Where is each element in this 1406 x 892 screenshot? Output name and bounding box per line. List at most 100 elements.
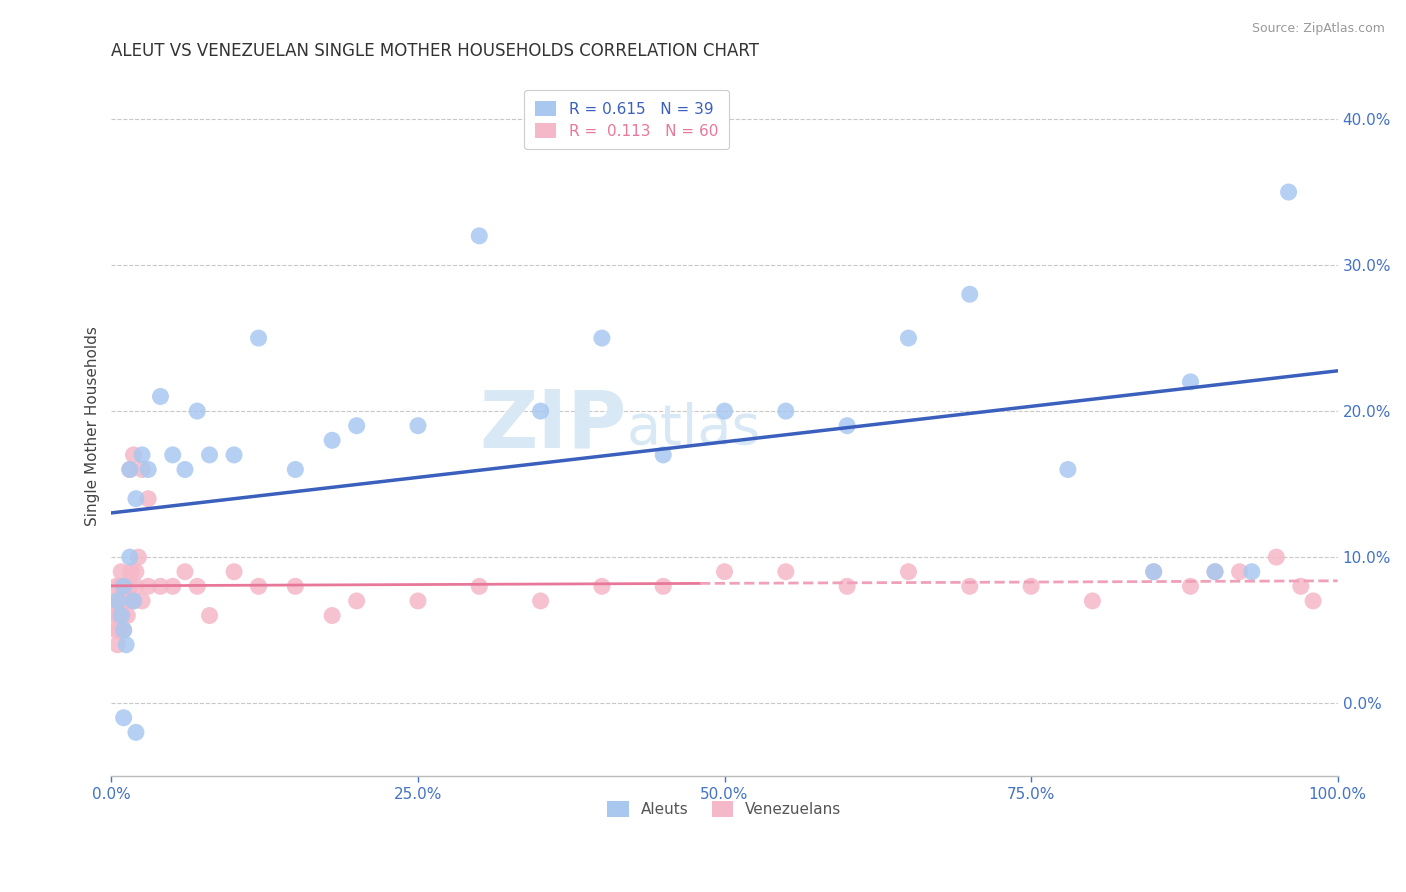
Point	[897, 331, 920, 345]
Point	[591, 579, 613, 593]
Point	[107, 608, 129, 623]
Point	[104, 608, 127, 623]
Point	[105, 623, 128, 637]
Point	[1143, 565, 1166, 579]
Point	[713, 565, 735, 579]
Point	[118, 579, 141, 593]
Point	[1289, 579, 1312, 593]
Point	[108, 579, 131, 593]
Point	[1081, 594, 1104, 608]
Point	[136, 491, 159, 506]
Point	[529, 404, 551, 418]
Point	[284, 579, 307, 593]
Point	[118, 462, 141, 476]
Point	[110, 565, 132, 579]
Point	[112, 579, 135, 593]
Text: ALEUT VS VENEZUELAN SINGLE MOTHER HOUSEHOLDS CORRELATION CHART: ALEUT VS VENEZUELAN SINGLE MOTHER HOUSEH…	[111, 42, 759, 60]
Y-axis label: Single Mother Households: Single Mother Households	[86, 326, 100, 525]
Point	[122, 594, 145, 608]
Point	[105, 579, 128, 593]
Point	[115, 594, 138, 608]
Point	[1277, 185, 1299, 199]
Point	[122, 594, 145, 608]
Point	[136, 462, 159, 476]
Point	[186, 404, 208, 418]
Point	[103, 594, 125, 608]
Point	[125, 579, 148, 593]
Point	[110, 594, 132, 608]
Point	[897, 565, 920, 579]
Point	[112, 623, 135, 637]
Point	[1240, 565, 1263, 579]
Point	[112, 623, 135, 637]
Point	[247, 579, 270, 593]
Point	[775, 565, 797, 579]
Point	[652, 448, 675, 462]
Point	[111, 608, 134, 623]
Point	[468, 579, 491, 593]
Point	[468, 228, 491, 243]
Point	[959, 287, 981, 301]
Point	[108, 608, 131, 623]
Point	[1204, 565, 1226, 579]
Point	[131, 594, 153, 608]
Point	[174, 462, 197, 476]
Point	[713, 404, 735, 418]
Point	[346, 418, 368, 433]
Point	[149, 579, 172, 593]
Point	[1180, 375, 1202, 389]
Point	[321, 434, 343, 448]
Legend: Aleuts, Venezuelans: Aleuts, Venezuelans	[600, 793, 849, 824]
Point	[125, 491, 148, 506]
Point	[406, 594, 429, 608]
Point	[222, 448, 245, 462]
Point	[118, 550, 141, 565]
Point	[529, 594, 551, 608]
Point	[1143, 565, 1166, 579]
Point	[131, 462, 153, 476]
Point	[125, 725, 148, 739]
Point	[162, 448, 184, 462]
Point	[112, 594, 135, 608]
Point	[107, 594, 129, 608]
Point	[1057, 462, 1080, 476]
Point	[118, 462, 141, 476]
Point	[127, 550, 149, 565]
Point	[247, 331, 270, 345]
Point	[174, 565, 197, 579]
Point	[1180, 579, 1202, 593]
Point	[1019, 579, 1042, 593]
Point	[652, 579, 675, 593]
Point	[1302, 594, 1324, 608]
Point	[120, 565, 142, 579]
Point	[125, 565, 148, 579]
Point	[1204, 565, 1226, 579]
Point	[122, 448, 145, 462]
Point	[591, 331, 613, 345]
Point	[115, 579, 138, 593]
Point	[837, 579, 859, 593]
Point	[117, 608, 139, 623]
Point	[110, 608, 132, 623]
Point	[837, 418, 859, 433]
Point	[1229, 565, 1251, 579]
Point	[222, 565, 245, 579]
Point	[198, 608, 221, 623]
Point	[198, 448, 221, 462]
Point	[1265, 550, 1288, 565]
Point	[115, 638, 138, 652]
Text: atlas: atlas	[627, 402, 761, 456]
Text: Source: ZipAtlas.com: Source: ZipAtlas.com	[1251, 22, 1385, 36]
Point	[107, 623, 129, 637]
Point	[162, 579, 184, 593]
Point	[959, 579, 981, 593]
Point	[131, 448, 153, 462]
Point	[406, 418, 429, 433]
Point	[107, 594, 129, 608]
Point	[186, 579, 208, 593]
Point	[149, 389, 172, 403]
Point	[136, 579, 159, 593]
Point	[346, 594, 368, 608]
Point	[107, 638, 129, 652]
Point	[775, 404, 797, 418]
